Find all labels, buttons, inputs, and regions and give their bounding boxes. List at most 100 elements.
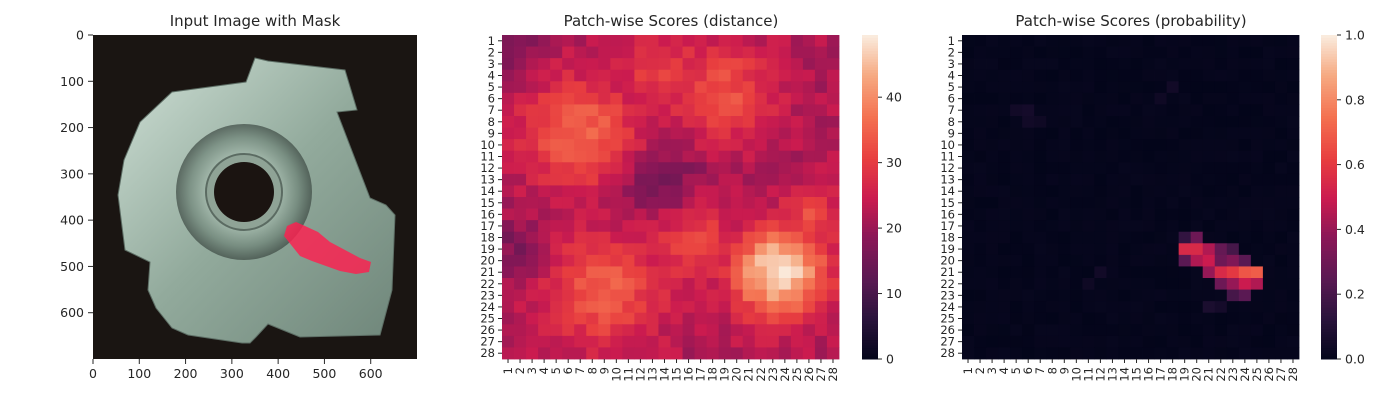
probability-cell xyxy=(1190,104,1204,117)
probability-cell xyxy=(962,162,975,175)
probability-cell xyxy=(1046,278,1059,290)
probability-cell xyxy=(1046,116,1059,128)
probability-cell xyxy=(1118,324,1131,337)
distance-cell xyxy=(730,185,744,198)
distance-cell xyxy=(526,231,539,244)
probability-cell xyxy=(1070,324,1083,337)
probability-colorbar-gradient-strip xyxy=(1321,51,1337,55)
probability-cell xyxy=(1190,162,1204,175)
probability-cell xyxy=(1154,278,1168,290)
probability-cell xyxy=(1286,324,1300,337)
distance-cell xyxy=(658,139,671,152)
image-xtick-label: 200 xyxy=(174,366,198,381)
distance-cell xyxy=(586,185,599,198)
probability-colorbar-gradient-strip xyxy=(1321,102,1337,106)
distance-cell xyxy=(586,35,599,47)
distance-colorbar-gradient-strip xyxy=(862,37,878,41)
distance-cell xyxy=(550,266,563,279)
distance-cell xyxy=(778,116,792,128)
probability-cell xyxy=(1238,92,1252,105)
distance-colorbar-gradient-strip xyxy=(862,89,878,93)
image-ytick-label: 200 xyxy=(60,120,84,135)
distance-cell xyxy=(610,347,623,360)
probability-cell xyxy=(1082,185,1095,198)
probability-colorbar-gradient-strip xyxy=(1321,67,1337,71)
distance-cell xyxy=(790,312,804,325)
distance-cell xyxy=(778,243,792,256)
probability-colorbar-gradient-strip xyxy=(1321,151,1337,155)
distance-cell xyxy=(658,231,671,244)
distance-cell xyxy=(562,69,575,82)
distance-cell xyxy=(670,220,683,233)
distance-cell xyxy=(694,185,708,198)
distance-cell xyxy=(514,278,527,290)
distance-cell xyxy=(694,254,708,267)
distance-cell xyxy=(754,301,768,314)
probability-cell xyxy=(1010,69,1023,82)
distance-cell xyxy=(682,162,695,175)
probability-cell xyxy=(1250,150,1264,163)
probability-cell xyxy=(1046,150,1059,163)
probability-cell xyxy=(1094,58,1107,71)
distance-cell xyxy=(754,162,768,175)
distance-cell xyxy=(502,254,515,267)
distance-cell xyxy=(670,150,683,163)
distance-cell xyxy=(574,266,587,279)
distance-cell xyxy=(718,81,732,94)
probability-cell xyxy=(1130,81,1143,94)
probability-colorbar-gradient-strip xyxy=(1321,226,1337,230)
probability-cell xyxy=(1274,324,1288,337)
probability-cell xyxy=(1166,58,1180,71)
probability-cell xyxy=(1166,150,1180,163)
probability-cell xyxy=(1106,104,1119,117)
probability-colorbar-gradient-strip xyxy=(1321,75,1337,79)
probability-cell xyxy=(962,278,975,290)
probability-cell xyxy=(1202,208,1216,221)
probability-cell xyxy=(974,231,987,244)
distance-cell xyxy=(646,92,659,105)
distance-cell xyxy=(622,335,635,348)
distance-cell xyxy=(730,81,744,94)
distance-cell xyxy=(610,150,623,163)
distance-cell xyxy=(766,81,780,94)
distance-cell xyxy=(814,46,828,59)
probability-cell xyxy=(962,173,975,186)
distance-colorbar-gradient-strip xyxy=(862,234,878,238)
distance-cell xyxy=(586,254,599,267)
distance-cell xyxy=(826,162,840,175)
probability-cell xyxy=(1226,312,1240,325)
distance-cell xyxy=(646,69,659,82)
probability-cell xyxy=(1166,266,1180,279)
probability-cell xyxy=(1070,92,1083,105)
probability-cell xyxy=(1046,69,1059,82)
probability-cell xyxy=(1214,104,1228,117)
image-xtick-label: 600 xyxy=(359,366,383,381)
probability-cell xyxy=(974,185,987,198)
distance-cell xyxy=(718,243,732,256)
probability-cell xyxy=(1154,35,1168,47)
probability-cell xyxy=(1238,58,1252,71)
probability-cell xyxy=(1046,347,1059,360)
distance-cell xyxy=(574,289,587,302)
distance-cell xyxy=(526,254,539,267)
probability-cell xyxy=(1022,197,1035,209)
distance-cell xyxy=(802,208,816,221)
distance-cell xyxy=(682,92,695,105)
distance-cell xyxy=(598,127,611,140)
distance-colorbar-gradient-strip xyxy=(862,342,878,346)
probability-cell xyxy=(1046,208,1059,221)
probability-cell xyxy=(1274,69,1288,82)
distance-cell xyxy=(802,69,816,82)
distance-cell xyxy=(718,266,732,279)
distance-cell xyxy=(826,231,840,244)
distance-colorbar-gradient-strip xyxy=(862,164,878,168)
distance-cell xyxy=(682,278,695,290)
distance-cell xyxy=(694,301,708,314)
distance-cell xyxy=(586,58,599,71)
distance-cell xyxy=(730,266,744,279)
probability-cell xyxy=(974,46,987,59)
distance-colorbar-gradient-strip xyxy=(862,215,878,220)
distance-xtick-label: 9 xyxy=(597,367,611,374)
probability-cell xyxy=(1166,116,1180,128)
probability-cell xyxy=(1154,69,1168,82)
